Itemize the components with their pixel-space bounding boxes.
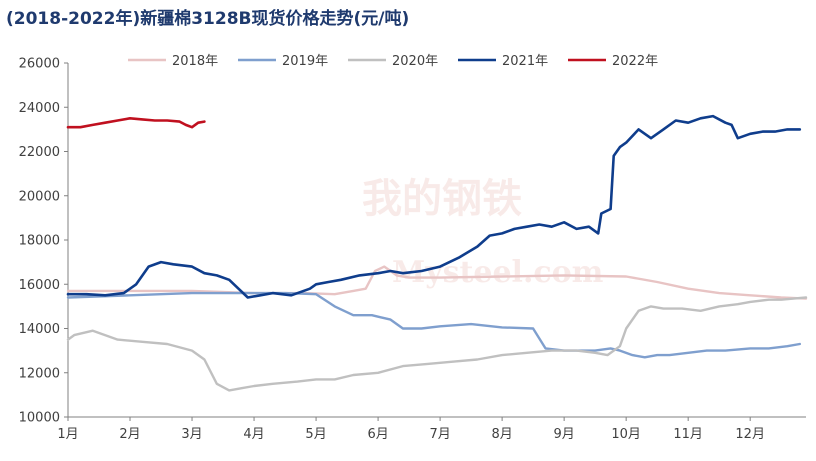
y-tick-label: 24000 [19, 101, 60, 116]
legend-label: 2021年 [502, 54, 548, 69]
x-tick-label: 5月 [305, 427, 326, 442]
chart-title: (2018-2022年)新疆棉3128B现货价格走势(元/吨) [6, 9, 410, 29]
series-line-2022 [66, 117, 206, 129]
y-tick-label: 26000 [19, 57, 60, 72]
y-tick-label: 22000 [19, 145, 60, 160]
watermark-latin: Mysteel.com [392, 255, 604, 290]
series-line-2021 [66, 114, 802, 299]
x-tick-label: 6月 [367, 427, 388, 442]
axes: 10000 12000 14000 16000 18000 20000 22000 24000… [19, 57, 806, 442]
series-line-2020 [66, 296, 808, 392]
legend-label: 2019年 [282, 54, 328, 69]
x-tick-label: 2月 [119, 427, 140, 442]
y-tick-label: 10000 [19, 411, 60, 426]
watermark-cn-top: 我的钢铁 [362, 175, 522, 222]
y-tick-label: 20000 [19, 189, 60, 204]
x-tick-label: 4月 [243, 427, 264, 442]
series-layer [66, 114, 808, 392]
legend: 2018年 2019年 2020年 2021年 2022年 [128, 54, 658, 69]
y-tick-label: 18000 [19, 234, 60, 249]
y-tick-label: 14000 [19, 322, 60, 337]
legend-label: 2018年 [172, 54, 218, 69]
watermark: 我的钢铁 Mysteel.com [362, 175, 604, 290]
x-tick-label: 10月 [611, 427, 641, 442]
x-tick-label: 12月 [735, 427, 765, 442]
x-tick-label: 3月 [181, 427, 202, 442]
series-line-2019 [66, 291, 801, 359]
x-tick-label: 11月 [673, 427, 703, 442]
x-tick-label: 8月 [491, 427, 512, 442]
y-tick-label: 12000 [19, 366, 60, 381]
x-tick-label: 1月 [57, 427, 78, 442]
x-tick-label: 7月 [429, 427, 450, 442]
x-tick-label: 9月 [553, 427, 574, 442]
y-tick-label: 16000 [19, 278, 60, 293]
legend-label: 2020年 [392, 54, 438, 69]
legend-label: 2022年 [612, 54, 658, 69]
